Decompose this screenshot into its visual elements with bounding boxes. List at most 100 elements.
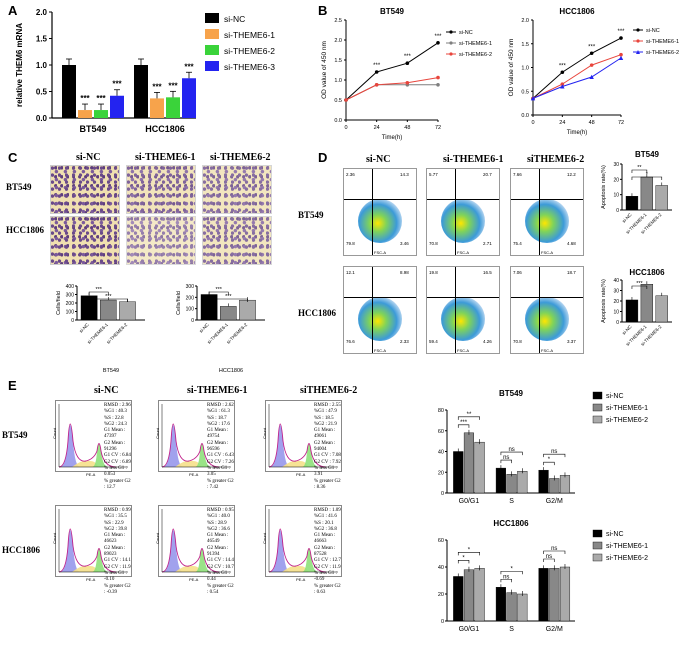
svgD2-ytick-label: 0 (616, 320, 619, 326)
hist-x-label: PE-A (189, 577, 199, 582)
svgB2-ytick-label: 1.0 (521, 66, 529, 72)
stat-line: %S : 22.8 (104, 415, 124, 421)
chart-c-hcc1806: 0100200300Cells/fieldsi-NCsi-THEME6-1si-… (176, 284, 265, 374)
a-bar (182, 78, 196, 118)
stat-line: RMSD : 2.96 (104, 403, 131, 408)
cell-cycle-stats: RMSD : 2.55 %G1 : 47.9 %S : 18.5 %G2 : 21.9… (314, 403, 341, 491)
svgE2-bar (453, 576, 464, 622)
svgB2-legend-marker (636, 50, 640, 54)
a-sig-label: *** (96, 94, 106, 103)
svgD1-category-label: si-NC (621, 212, 633, 224)
c-col-si-theme6-1: si-THEME6-1 (135, 152, 196, 163)
svgD2-bar (640, 284, 654, 323)
stat-line: G1 Mean : 46663 (314, 533, 336, 545)
svgD1-sig-bracket (631, 176, 663, 180)
svgE2-bar (549, 568, 560, 622)
stat-line: %G1 : 41.6 (314, 514, 337, 520)
stat-line: %G1 : 40.0 (207, 514, 230, 520)
quadrant-percentage: 2.36 (346, 172, 355, 177)
flow-cloud (525, 297, 569, 341)
flow-axis-label: FSC-A (457, 250, 469, 255)
svgD1-bar (640, 176, 654, 211)
svgB2-point (530, 96, 536, 101)
e-col-sitheme6-2: siTHEME6-2 (300, 385, 358, 396)
g1-peak (163, 530, 183, 572)
a-ytick-label: 0.5 (36, 88, 48, 97)
svgC1-category-label: si-NC (78, 322, 90, 334)
svgB2-sig-label: *** (588, 44, 596, 50)
svgB1-legend-label: si-NC (459, 30, 473, 36)
svgD2-bar (625, 299, 639, 323)
svgE2-legend-swatch (592, 529, 603, 538)
a-legend-label: si-THEME6-3 (224, 62, 275, 72)
svgE2-bar (506, 592, 517, 622)
svgB1-series-line (345, 77, 439, 101)
svgE1-bar (474, 441, 485, 494)
a-legend-swatch (205, 13, 219, 23)
cell-cycle-stats: RMSD : 0.95 %G1 : 40.0 %S : 28.9 %G2 : 36.6… (207, 508, 234, 596)
svgB1-xtick-label: 0 (344, 125, 347, 131)
svgE1-bar (559, 475, 571, 494)
a-legend-swatch (205, 45, 219, 55)
svgB2-legend-marker (636, 39, 640, 43)
svgB2-ytick-label: 2.0 (521, 18, 529, 24)
stat-line: G2 CV : 7.92 (314, 459, 341, 465)
chart-a: 0.0 0.5 1.0 1.5 2.0 relative THEM6 mRNA *** ***… (15, 8, 275, 134)
micrograph-bt549-si-nc (50, 165, 120, 214)
flow-cloud (441, 199, 485, 243)
quadrant-percentage: 2.33 (400, 339, 409, 344)
svgE2-bar (495, 587, 506, 622)
svgE1-bar (453, 451, 464, 494)
quadrant-percentage: 76.6 (346, 339, 355, 344)
a-ytick-label: 0.0 (36, 114, 48, 123)
g2-peak (92, 444, 108, 467)
svgE2-ytick-label: 20 (438, 592, 444, 598)
svgB1-point (436, 41, 440, 45)
svgB2-xtick-label: 24 (559, 120, 565, 126)
stat-line: % greater G2 : 12.7 (104, 478, 131, 490)
svgE2-sig-label: * (468, 547, 471, 553)
micrograph-bt549-si-theme6-1 (126, 165, 196, 214)
a-sig-label: *** (184, 62, 194, 71)
gate-line-vertical (455, 169, 456, 255)
fit-curve (268, 423, 327, 468)
cell-cycle-histogram: RMSD : 0.95 %G1 : 40.0 %S : 28.9 %G2 : 36.6… (155, 505, 235, 595)
a-bar (78, 110, 92, 118)
hist-y-label: Count (154, 428, 160, 439)
svgB1-ytick-label: 2.0 (334, 38, 342, 44)
svgE2-sig-bracket (500, 578, 512, 583)
a-bar (166, 97, 180, 118)
svgE2-category-label: S (509, 626, 514, 633)
histogram-curves (58, 404, 128, 468)
svgE1-sig-bracket (500, 451, 523, 456)
svgE2-sig-bracket (543, 558, 555, 562)
svgB1-xlabel: Time(h) (382, 135, 402, 141)
c-row-hcc1806: HCC1806 (6, 225, 44, 235)
stat-line: G2 CV : 11.9 (104, 564, 131, 570)
svgB2-series-line (532, 37, 622, 99)
svgB1-legend-label: si-THEME6-1 (459, 41, 492, 47)
panel-label-c: C (8, 150, 18, 165)
svgB2-xtick-label: 48 (589, 120, 595, 126)
cell-cycle-histogram: RMSD : 2.55 %G1 : 47.9 %S : 18.5 %G2 : 21.9… (262, 400, 342, 490)
svgB1-point (374, 83, 379, 87)
svgD1-sig-label: * (646, 172, 649, 178)
stat-line: %G2 : 24.3 (104, 421, 127, 427)
flow-axis-label: FSC-A (541, 250, 553, 255)
stat-line: G1 Mean : 49061 (314, 428, 336, 440)
svgB1-point (405, 61, 410, 65)
stat-line: G1 CV : 6.84 (104, 453, 131, 459)
svgE1-sig-label: * (548, 457, 551, 463)
micrograph-hcc1806-si-nc (50, 216, 120, 265)
quadrant-percentage: 12.2 (567, 172, 576, 177)
svgB1-ytick-label: 0.0 (334, 118, 342, 124)
svgB2-point (560, 70, 565, 75)
stat-line: % greater G2 : 7.42 (207, 478, 234, 490)
d-row-bt549: BT549 (298, 210, 324, 220)
histogram-curves (58, 509, 128, 573)
stat-line: G2 Mean : 91296 (104, 440, 126, 453)
hist-x-label: PE-A (189, 472, 199, 477)
svgB1-xtick-label: 48 (404, 125, 410, 131)
quadrant-percentage: 7.06 (513, 270, 522, 275)
